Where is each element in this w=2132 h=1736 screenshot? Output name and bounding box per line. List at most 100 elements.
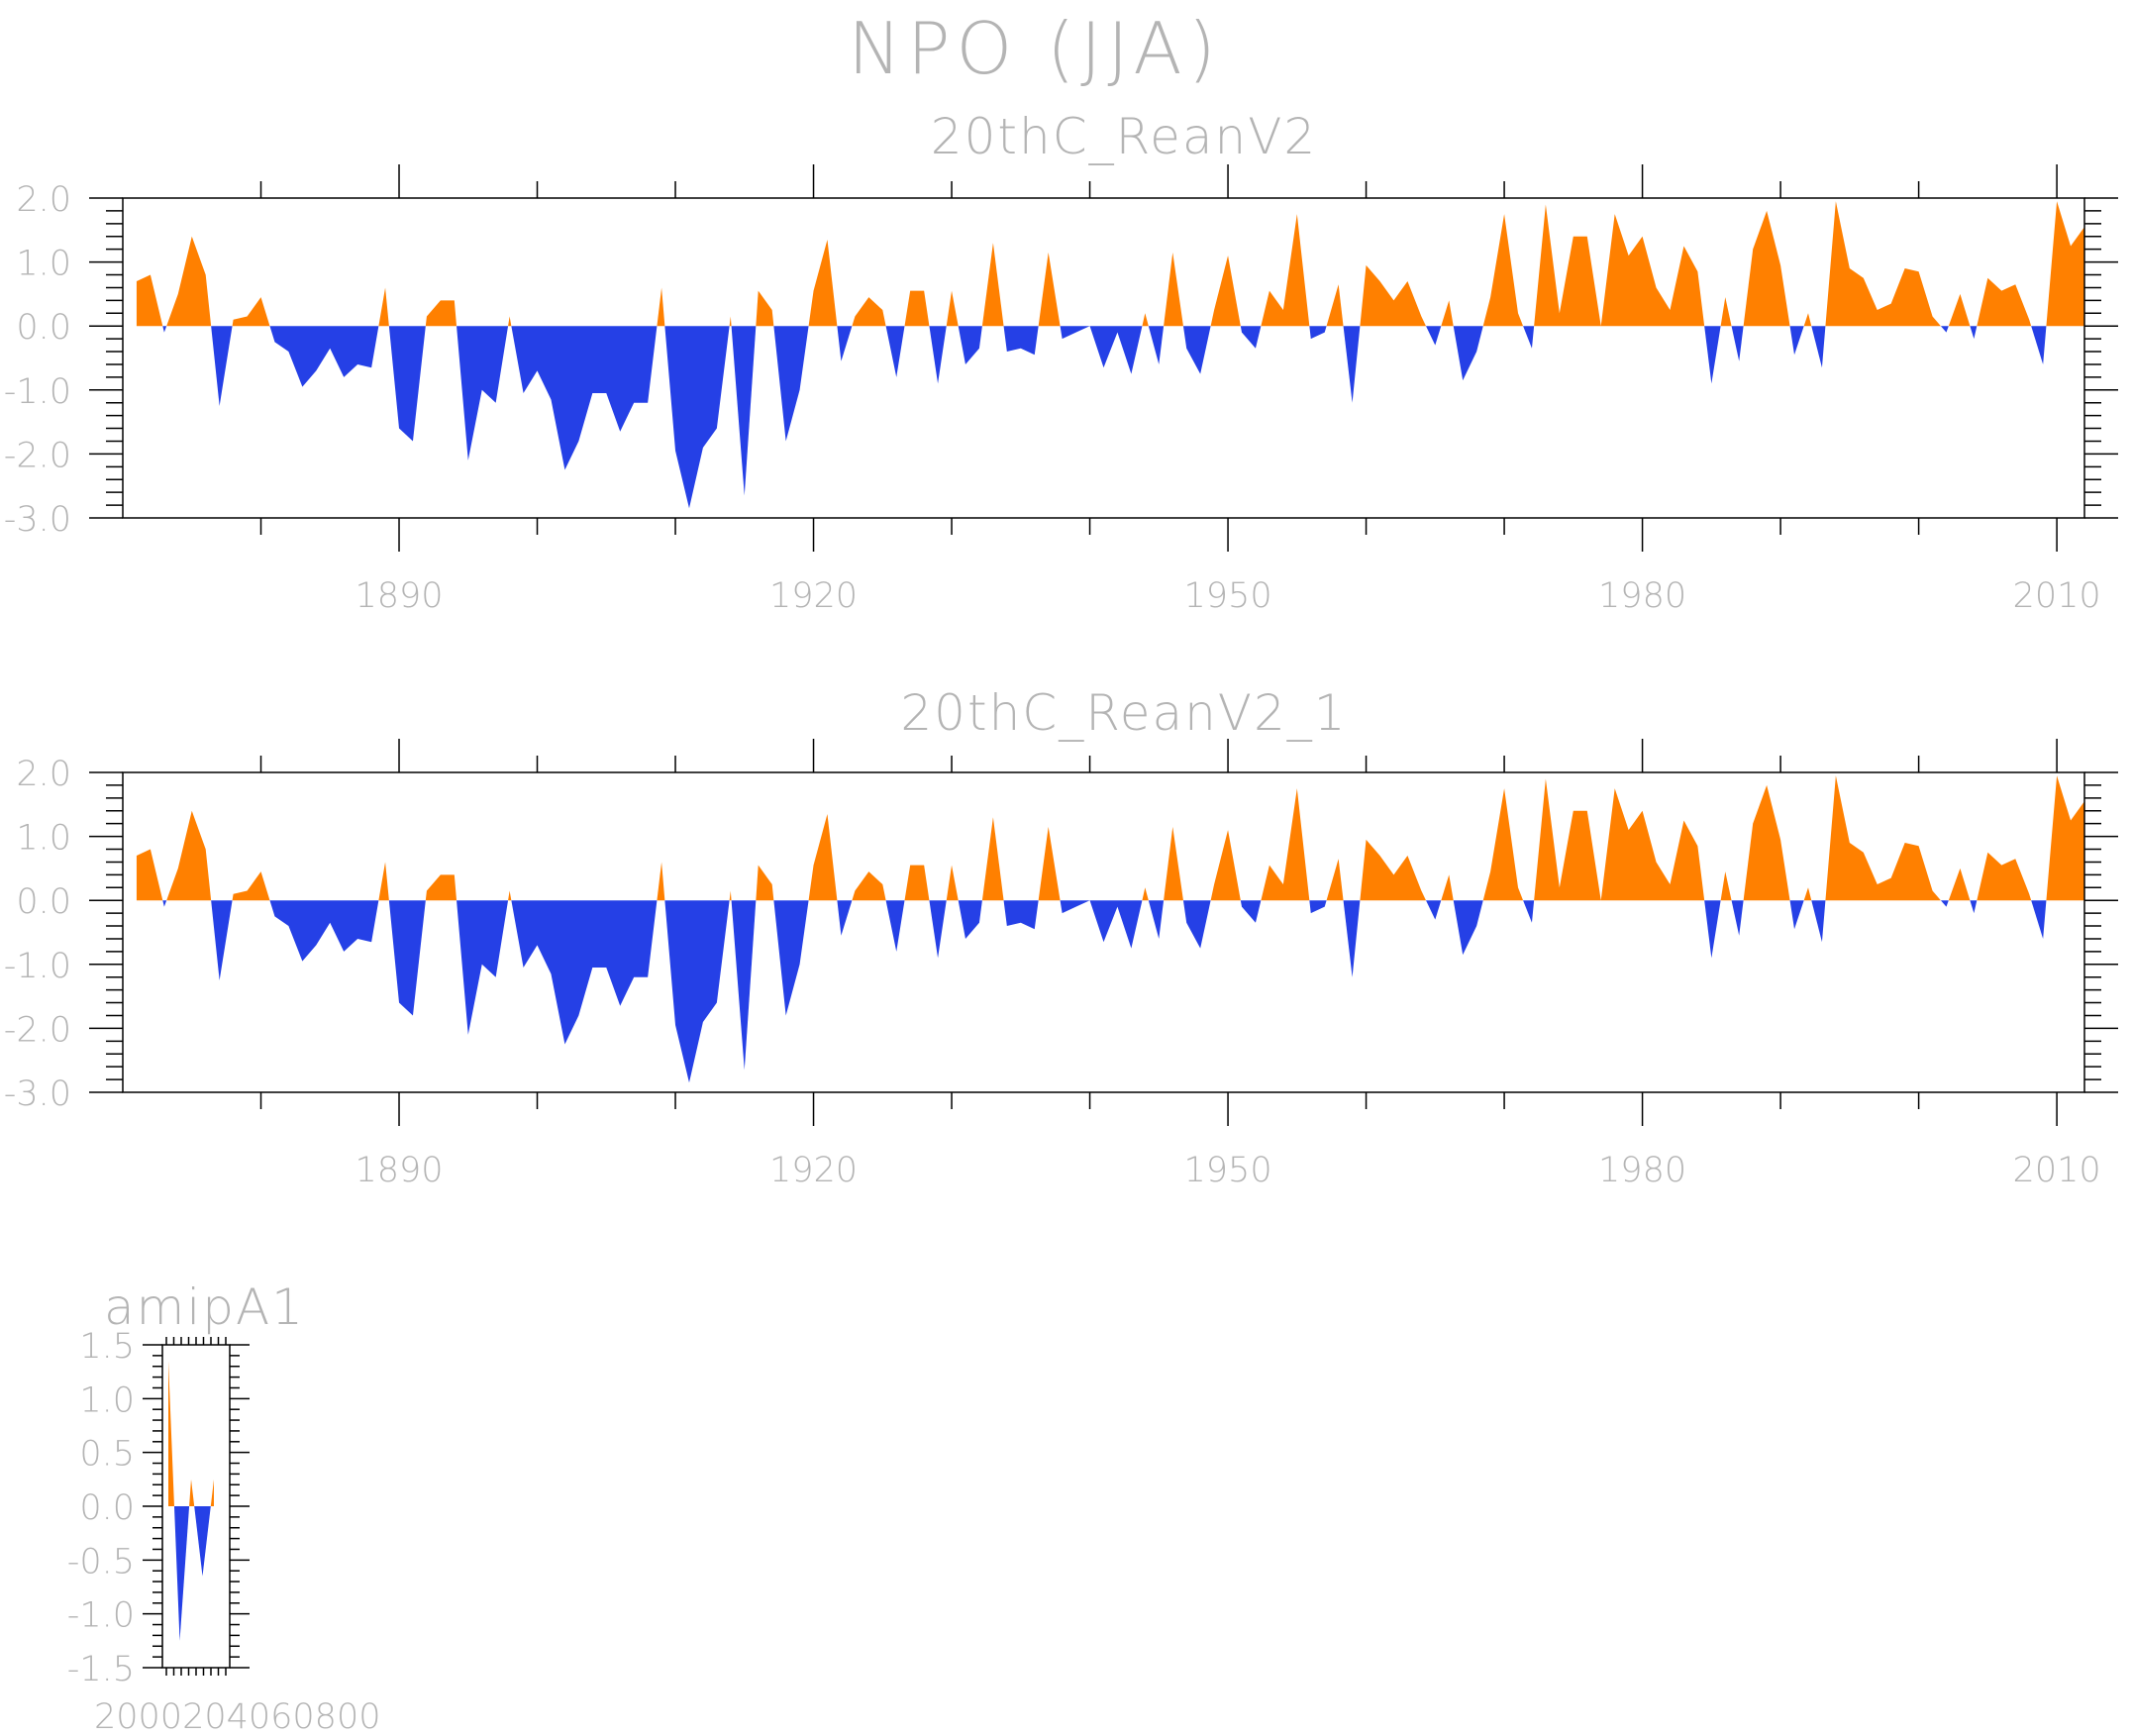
series-negative-area	[457, 326, 509, 460]
series-positive-area	[166, 810, 212, 901]
series-negative-area	[837, 900, 853, 936]
series-positive-area	[425, 874, 457, 901]
series-negative-area	[1240, 326, 1262, 349]
series-negative-area	[1789, 326, 1804, 356]
series-positive-area	[136, 849, 163, 901]
panel-title: 20thC_ReanV2_1	[900, 684, 1347, 742]
panel-title: amipA1	[104, 1278, 305, 1336]
series-positive-area	[1164, 826, 1183, 901]
y-tick-label: 0.0	[16, 882, 71, 922]
series-positive-area	[904, 865, 930, 901]
figure-title: NPO (JJA)	[848, 7, 1221, 90]
series-negative-area	[1453, 326, 1483, 381]
y-tick-label: 2.0	[16, 180, 71, 220]
series-positive-area	[904, 290, 930, 327]
series-positive-area	[1948, 868, 1971, 901]
series-positive-area	[981, 243, 1004, 327]
panel-20thc-reanv2-1: 20thC_ReanV2_1 2.0 1.0 0.0 -1.0 -2.0 -3.0 1890…	[4, 684, 2118, 1190]
series-positive-area	[729, 316, 732, 327]
series-negative-area	[731, 900, 757, 1071]
series-positive-area	[1210, 830, 1241, 901]
plot-frame	[122, 771, 2085, 1093]
y-tick-label: -3.0	[4, 1074, 71, 1114]
series-positive-area	[189, 1479, 195, 1506]
series-positive-area	[1360, 264, 1427, 327]
x-tick-label: 1890	[355, 576, 443, 616]
panel-amipa1: amipA1 1.5 1.0 0.5 0.0 -0.5 -1.0 -1.5 200020406…	[67, 1278, 381, 1736]
series-negative-area	[1731, 900, 1744, 936]
series-negative-area	[388, 326, 426, 442]
series-positive-area	[508, 316, 512, 327]
series-positive-area	[1441, 874, 1454, 901]
series-negative-area	[269, 326, 379, 387]
series-positive-area	[1142, 887, 1149, 901]
series-positive-area	[1038, 252, 1061, 327]
series-negative-area	[664, 326, 730, 509]
series-negative-area	[837, 326, 853, 361]
series-negative-area	[885, 326, 905, 377]
series-positive-area	[136, 274, 163, 327]
series-positive-area	[1534, 778, 1705, 901]
series-negative-area	[773, 900, 809, 1016]
y-tick-label: -0.5	[67, 1542, 135, 1582]
series-positive-area	[166, 236, 212, 327]
series-positive-area	[981, 817, 1004, 901]
series-positive-area	[729, 890, 732, 901]
series-positive-area	[210, 1479, 214, 1506]
series-negative-area	[1060, 900, 1143, 949]
series-positive-area	[1038, 826, 1061, 901]
y-tick-label: 0.0	[16, 308, 71, 348]
series-negative-area	[162, 900, 167, 907]
series-positive-area	[168, 1361, 174, 1506]
y-tick-label: 1.5	[79, 1327, 135, 1367]
series-positive-area	[1743, 784, 1790, 901]
panel-20thc-reanv2: 20thC_ReanV2 2.0 1.0 0.0 -1.0 -2.0 -3.0 1890 19…	[4, 108, 2118, 616]
y-tick-label: -2.0	[4, 436, 71, 475]
y-tick-label: 0.5	[79, 1435, 135, 1475]
series-positive-area	[1977, 277, 2032, 327]
x-tick-label: 1920	[769, 576, 858, 616]
series-negative-area	[929, 326, 947, 384]
x-tick-label: 1920	[769, 1151, 858, 1190]
y-tick-label: 1.0	[16, 819, 71, 859]
x-tick-label: 2010	[2013, 1151, 2101, 1190]
series-negative-area	[1453, 900, 1483, 956]
series-positive-area	[1482, 788, 1524, 901]
x-tick-label: 1980	[1598, 1151, 1686, 1190]
series-negative-area	[1060, 326, 1143, 374]
series-positive-area	[1261, 214, 1310, 327]
series-negative-area	[664, 900, 730, 1083]
series-positive-area	[852, 297, 886, 327]
series-negative-area	[1309, 900, 1327, 914]
series-positive-area	[1825, 775, 1941, 901]
x-tick-label: 1980	[1598, 576, 1686, 616]
y-tick-label: -3.0	[4, 500, 71, 540]
series-positive-area	[1360, 839, 1427, 901]
series-negative-area	[1148, 900, 1165, 939]
series-positive-area	[232, 871, 270, 901]
series-negative-area	[1426, 900, 1442, 920]
series-negative-area	[1343, 900, 1361, 977]
series-negative-area	[958, 326, 982, 364]
panel-title: 20thC_ReanV2	[931, 108, 1317, 165]
series-negative-area	[1003, 900, 1039, 930]
series-positive-area	[2046, 775, 2084, 901]
series-negative-area	[211, 326, 233, 406]
series-negative-area	[1731, 326, 1744, 361]
series-negative-area	[511, 326, 658, 470]
series-negative-area	[1811, 326, 1826, 368]
series-positive-area	[1261, 788, 1310, 901]
series-negative-area	[511, 900, 658, 1045]
series-negative-area	[1970, 326, 1978, 340]
series-positive-area	[1803, 887, 1812, 901]
series-positive-area	[1326, 859, 1344, 901]
series-negative-area	[2031, 900, 2047, 939]
series-negative-area	[1789, 900, 1804, 930]
series-negative-area	[958, 900, 982, 939]
series-positive-area	[1720, 297, 1732, 327]
plot-frame	[122, 197, 2085, 519]
series-positive-area	[1720, 871, 1732, 901]
series-negative-area	[1704, 900, 1721, 959]
x-tick-label: 2010	[2013, 576, 2101, 616]
series-negative-area	[885, 900, 905, 952]
